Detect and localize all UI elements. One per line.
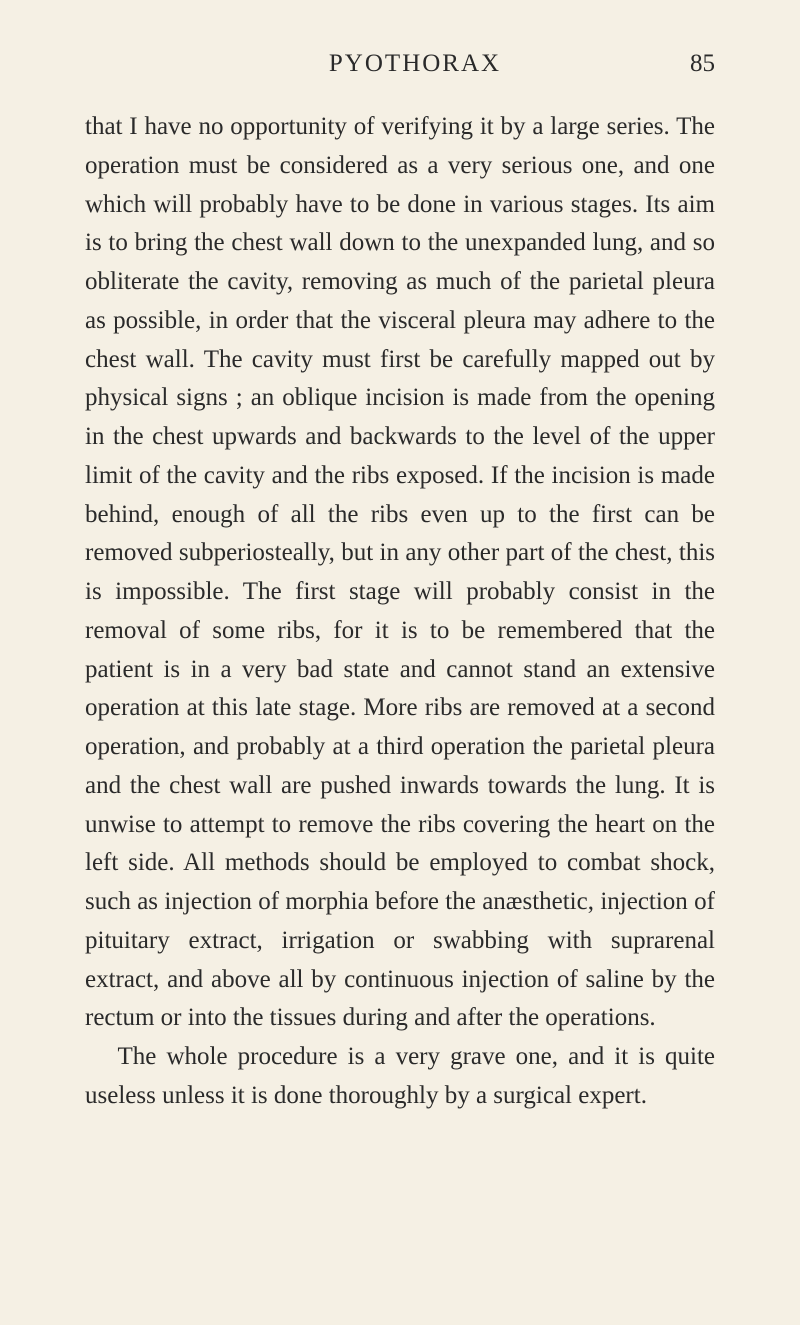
paragraph-1: that I have no opportunity of verifying … xyxy=(85,108,715,1038)
body-text: that I have no opportunity of verifying … xyxy=(85,108,715,1116)
paragraph-2: The whole procedure is a very grave one,… xyxy=(85,1038,715,1116)
running-title: PYOTHORAX xyxy=(140,50,690,78)
page-container: PYOTHORAX 85 that I have no opportunity … xyxy=(0,0,800,1176)
page-number: 85 xyxy=(690,50,715,78)
page-header: PYOTHORAX 85 xyxy=(85,50,715,78)
